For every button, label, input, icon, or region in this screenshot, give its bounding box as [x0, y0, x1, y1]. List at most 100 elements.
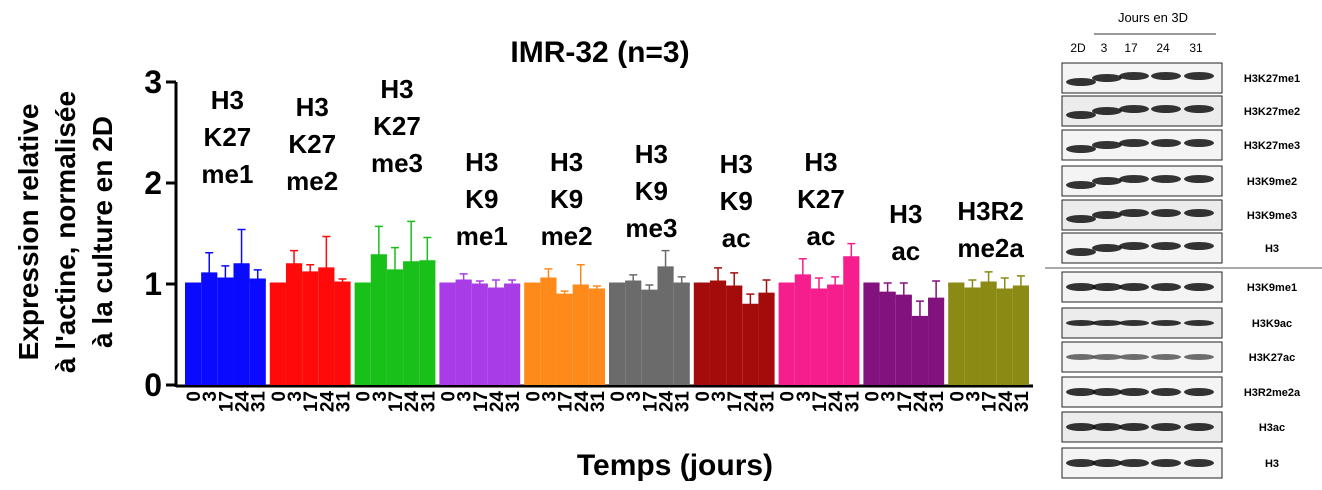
- group-label: K9: [635, 176, 668, 206]
- error-bar: [577, 265, 585, 286]
- bar: [302, 273, 318, 385]
- x-axis-label: Temps (jours): [577, 449, 773, 482]
- blot-row-label: H3K27me1: [1244, 73, 1300, 85]
- blot-band: [1151, 105, 1181, 113]
- bar: [964, 289, 980, 385]
- bar: [504, 285, 520, 385]
- blot-band: [1092, 74, 1122, 82]
- blot-band: [1119, 320, 1149, 326]
- error-bar: [375, 226, 383, 255]
- bar: [355, 284, 371, 385]
- blot-band: [1151, 209, 1181, 217]
- error-bar: [932, 281, 940, 299]
- group-label: H3: [804, 147, 837, 177]
- error-bar: [322, 237, 330, 269]
- blot-band: [1119, 459, 1149, 467]
- error-bar: [544, 269, 552, 279]
- error-bar: [799, 259, 807, 276]
- bar: [456, 281, 472, 385]
- bar: [981, 283, 997, 385]
- blot-row-label: H3: [1265, 243, 1279, 255]
- blot-band: [1092, 211, 1122, 219]
- error-bar: [985, 272, 993, 283]
- group-label: me3: [371, 148, 423, 178]
- bar: [185, 284, 201, 385]
- group-label: me1: [456, 221, 508, 251]
- blot-band: [1092, 141, 1122, 149]
- blot-band: [1151, 139, 1181, 147]
- group-label: H3: [720, 149, 753, 179]
- y-tick-label: 3: [144, 64, 162, 100]
- bar: [641, 291, 657, 385]
- blot-band: [1184, 388, 1214, 396]
- bar: [250, 280, 266, 385]
- bar: [948, 284, 964, 385]
- error-bar: [423, 238, 431, 262]
- group-label: H3: [211, 85, 244, 115]
- group-label: H3R2: [957, 196, 1023, 226]
- bar: [589, 290, 605, 385]
- blot-band: [1092, 459, 1122, 467]
- blot-band: [1092, 423, 1122, 431]
- blot-row-label: H3K9me1: [1247, 282, 1297, 294]
- blot-lane-label: 2D: [1070, 41, 1086, 55]
- blot-row-label: H3K27me3: [1244, 140, 1300, 152]
- bar: [896, 296, 912, 385]
- blot-header: Jours en 3D: [1118, 10, 1188, 25]
- error-bar: [662, 251, 670, 268]
- blot-band: [1092, 177, 1122, 185]
- error-bar: [916, 301, 924, 317]
- bar: [928, 299, 944, 385]
- bar: [811, 290, 827, 385]
- y-axis-label: Expression relative à l'actine, normalis…: [13, 91, 118, 373]
- group-label: K9: [720, 186, 753, 216]
- bar: [524, 284, 540, 385]
- blot-band: [1092, 107, 1122, 115]
- y-tick-label: 1: [144, 266, 162, 302]
- group-label: H3: [296, 92, 329, 122]
- group-label: me2: [286, 166, 338, 196]
- bar: [742, 305, 758, 385]
- blot-band: [1119, 388, 1149, 396]
- bar: [625, 282, 641, 385]
- blot-band: [1119, 354, 1149, 360]
- blot-band: [1184, 105, 1214, 113]
- group-label: K9: [550, 184, 583, 214]
- group-label: me2a: [957, 233, 1024, 263]
- bar: [758, 294, 774, 385]
- group-label: H3: [550, 147, 583, 177]
- group-label: H3: [635, 139, 668, 169]
- blot-row-label: H3: [1265, 458, 1279, 470]
- error-bar: [884, 283, 892, 293]
- error-bar: [900, 283, 908, 296]
- blot-band: [1066, 181, 1096, 189]
- error-bar: [815, 278, 823, 290]
- bar: [334, 283, 350, 385]
- bar: [318, 269, 334, 385]
- bar: [286, 265, 302, 385]
- blot-band: [1184, 242, 1214, 250]
- blot-band: [1066, 423, 1096, 431]
- blot-band: [1151, 459, 1181, 467]
- bar: [371, 256, 387, 385]
- blot-band: [1066, 78, 1096, 86]
- error-bar: [714, 268, 722, 282]
- bar: [387, 271, 403, 385]
- bar: [710, 282, 726, 385]
- blot-band: [1119, 242, 1149, 250]
- error-bar: [1001, 278, 1009, 290]
- group-label: H3: [889, 199, 922, 229]
- blot-row-label: H3K27me2: [1244, 106, 1300, 118]
- blot-band: [1066, 111, 1096, 119]
- x-tick-label: 31: [673, 391, 694, 413]
- blot-band: [1066, 215, 1096, 223]
- bar: [997, 290, 1013, 385]
- bar: [419, 262, 435, 385]
- blot-band: [1151, 320, 1181, 326]
- blot-band: [1092, 244, 1122, 252]
- blot-band: [1184, 175, 1214, 183]
- group-label: K27: [373, 111, 421, 141]
- blot-band: [1184, 459, 1214, 467]
- bar: [217, 279, 233, 385]
- x-tick-label: 31: [418, 391, 439, 413]
